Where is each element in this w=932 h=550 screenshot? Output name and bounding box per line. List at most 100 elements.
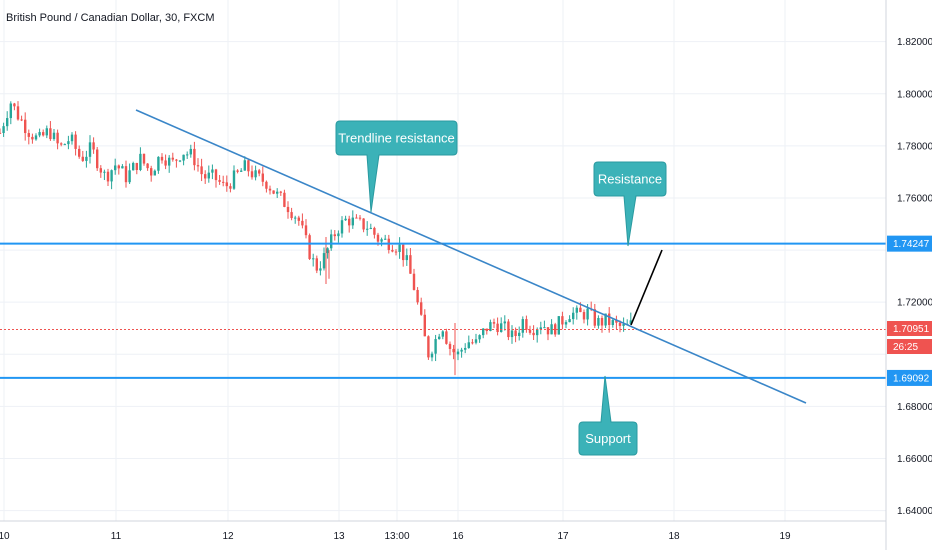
candle-body (518, 332, 521, 337)
candle-body (358, 217, 362, 219)
candle-body (546, 327, 550, 335)
candle-body (121, 166, 124, 169)
candle-body (160, 156, 164, 161)
candle-body (67, 141, 70, 145)
candle-body (2, 126, 5, 134)
y-tick-label: 1.76000 (897, 193, 932, 204)
candle-body (550, 324, 553, 335)
candle-body (142, 153, 146, 164)
candle-body (232, 170, 236, 189)
candle-body (315, 258, 318, 271)
candle-body (611, 320, 614, 325)
candle-body (168, 157, 171, 166)
candle-body (110, 170, 113, 182)
candle-body (478, 335, 481, 340)
candle-body (340, 220, 344, 234)
candle-body (276, 191, 279, 194)
candle-body (27, 133, 30, 137)
candle-body (171, 157, 174, 160)
candle-body (362, 218, 365, 230)
candle-body (568, 319, 571, 323)
level-lines (0, 109, 886, 404)
candle-body (441, 331, 444, 337)
candle-body (139, 153, 142, 171)
candle-body (85, 156, 88, 161)
x-tick-label: 17 (557, 531, 569, 542)
x-tick-label: 12 (222, 531, 234, 542)
support-callout[interactable]: Support (578, 375, 638, 456)
candle-body (322, 253, 326, 269)
candle-body (521, 319, 524, 333)
candle-body (485, 328, 488, 332)
price-axis[interactable]: 1.82000 1.80000 1.78000 1.76000 1.72000 1.680… (897, 37, 932, 517)
candle-body (528, 329, 532, 333)
candle-body (409, 255, 412, 274)
x-tick-label: 11 (111, 531, 122, 542)
candle-body (489, 322, 492, 332)
candle-body (582, 312, 586, 320)
candle-body (286, 206, 290, 213)
time-axis[interactable]: 10 11 12 13 13:00 16 17 18 19 (0, 531, 791, 542)
candle-body (593, 309, 596, 326)
candle-body (74, 134, 77, 149)
candle-body (575, 307, 578, 313)
candle-body (525, 319, 528, 330)
candle-body (247, 160, 250, 172)
candle-body (301, 220, 304, 226)
countdown-label-text: 26:25 (893, 342, 918, 353)
candle-body (272, 190, 275, 194)
candle-body (608, 313, 611, 325)
candle-body (297, 217, 300, 221)
candle-body (211, 169, 214, 173)
candle-body (103, 171, 106, 173)
candle-body (348, 218, 351, 226)
candle-body (460, 349, 463, 352)
candle-body (344, 218, 347, 221)
candle-body (175, 159, 178, 161)
candle-body (420, 302, 423, 315)
candle-body (510, 330, 514, 338)
candle-body (189, 148, 192, 155)
candle-body (258, 170, 261, 174)
resistance-price-label-bg (887, 235, 932, 252)
candle-body (96, 149, 99, 169)
candle-body (597, 317, 600, 326)
candle-body (474, 339, 478, 343)
current-price-label: 1.70951 (887, 321, 932, 337)
candle-body (38, 132, 41, 136)
candle-body (629, 320, 632, 324)
candle-body (427, 336, 430, 358)
trendline-resistance-callout[interactable]: Trendline resistance (335, 120, 458, 213)
candle-body (618, 322, 622, 326)
candle-body (384, 238, 387, 240)
candle-body (330, 234, 333, 249)
candle-body (132, 162, 135, 171)
candle-body (430, 353, 434, 358)
candle-body (600, 317, 604, 326)
candle-body (402, 244, 405, 261)
candle-body (572, 312, 575, 320)
candle-body (536, 329, 539, 336)
annotations: Trendline resistance Resistance Support (335, 120, 667, 456)
x-tick-label: 16 (452, 531, 464, 542)
candle-body (99, 168, 102, 173)
candle-body (182, 154, 185, 161)
candle-body (452, 348, 455, 353)
y-tick-label: 1.64000 (897, 506, 932, 517)
candle-body (114, 165, 117, 171)
candle-body (268, 188, 272, 191)
x-tick-label: 10 (0, 531, 10, 542)
candle-body (42, 132, 45, 136)
trendline (135, 109, 807, 404)
candle-body (81, 156, 84, 161)
support-price-label: 1.69092 (887, 369, 932, 386)
candle-body (456, 351, 460, 355)
candle-body (351, 217, 354, 226)
resistance-callout[interactable]: Resistance (593, 161, 667, 247)
candle-body (514, 330, 517, 337)
candle-body (150, 168, 153, 176)
candle-body (294, 217, 297, 219)
candle-body (471, 342, 474, 344)
candle-body (207, 172, 210, 179)
